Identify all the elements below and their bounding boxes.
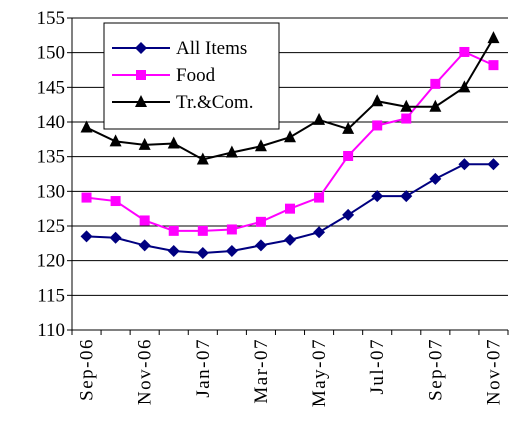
point-diamond <box>487 158 500 171</box>
x-axis-ticks: Sep-06 Nov-06 Jan-07 Mar-07 May-07 Jul-07 Sep-… <box>71 330 509 407</box>
point-square <box>459 46 470 57</box>
point-triangle <box>225 145 238 158</box>
y-axis-ticks: 110 115 120 125 130 135 140 145 150 155 <box>37 8 72 341</box>
y-tick-label: 130 <box>37 181 66 202</box>
point-triangle <box>138 137 151 150</box>
point-square <box>81 192 92 203</box>
point-square <box>401 113 412 124</box>
point-square <box>343 150 354 161</box>
series-2 <box>80 31 500 165</box>
point-triangle <box>80 120 93 133</box>
point-diamond <box>284 233 296 246</box>
x-tick-label: Nov-07 <box>483 338 504 405</box>
y-tick-label: 120 <box>37 251 66 272</box>
legend-label: Food <box>176 65 216 86</box>
x-tick-label: Jul-07 <box>367 338 388 395</box>
point-triangle <box>429 99 442 112</box>
point-square <box>488 60 499 71</box>
point-diamond <box>400 190 413 203</box>
point-triangle <box>109 134 122 147</box>
x-tick-label: Sep-06 <box>77 338 98 401</box>
point-triangle <box>196 152 209 165</box>
point-square <box>110 196 121 207</box>
y-tick-label: 115 <box>37 285 65 306</box>
point-diamond <box>80 230 93 243</box>
series-1 <box>81 46 499 236</box>
point-diamond <box>342 208 355 221</box>
x-tick-label: Sep-07 <box>425 338 446 401</box>
x-tick-label: Nov-06 <box>135 338 156 405</box>
point-square <box>136 70 146 80</box>
point-diamond <box>371 190 384 203</box>
point-square <box>226 224 237 235</box>
legend: All Items Food Tr.&Com. <box>103 22 280 130</box>
point-diamond <box>138 239 151 252</box>
y-tick-label: 125 <box>37 216 66 237</box>
point-triangle <box>284 130 296 143</box>
point-diamond <box>254 239 267 252</box>
point-triangle <box>342 121 355 134</box>
series-layer <box>80 31 500 260</box>
point-triangle <box>167 136 180 149</box>
point-square <box>285 203 295 214</box>
point-triangle <box>458 80 471 93</box>
point-diamond <box>196 247 209 260</box>
y-tick-label: 110 <box>37 320 65 341</box>
point-diamond <box>458 158 471 171</box>
y-tick-label: 150 <box>37 43 66 64</box>
point-square <box>430 78 441 89</box>
point-diamond <box>167 244 180 257</box>
point-square <box>372 120 383 131</box>
axes <box>71 18 508 331</box>
y-tick-label: 145 <box>37 77 66 98</box>
point-triangle <box>400 99 413 112</box>
legend-label: Tr.&Com. <box>176 92 253 113</box>
legend-label: All Items <box>176 38 247 59</box>
point-square <box>314 192 325 203</box>
point-square <box>255 216 266 227</box>
y-tick-label: 140 <box>37 112 66 133</box>
x-tick-label: Jan-07 <box>193 338 214 398</box>
point-square <box>139 215 150 226</box>
point-triangle <box>487 31 500 44</box>
point-diamond <box>429 172 442 185</box>
point-triangle <box>313 112 326 125</box>
point-diamond <box>109 231 122 244</box>
point-square <box>197 225 208 236</box>
point-triangle <box>135 95 147 107</box>
point-square <box>168 225 179 236</box>
point-diamond <box>225 244 238 257</box>
series-0 <box>80 158 500 260</box>
point-diamond <box>135 42 147 54</box>
y-tick-label: 155 <box>37 8 66 29</box>
y-tick-label: 135 <box>37 147 66 168</box>
x-tick-label: May-07 <box>309 338 330 407</box>
point-triangle <box>371 94 384 107</box>
point-diamond <box>313 226 326 239</box>
point-triangle <box>254 139 267 152</box>
x-tick-label: Mar-07 <box>251 338 272 404</box>
